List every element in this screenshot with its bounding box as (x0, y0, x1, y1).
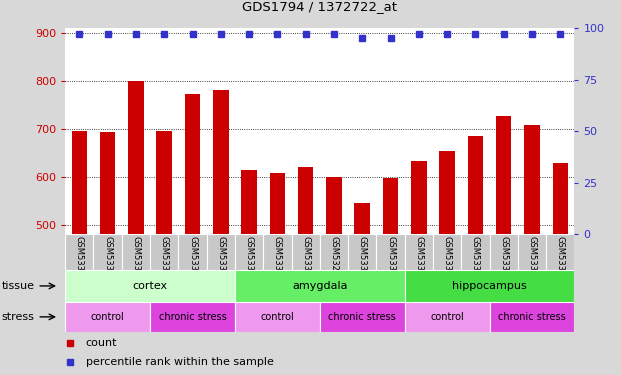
Bar (242, 170, 257, 375)
Bar (496, 116, 512, 375)
Bar (213, 90, 229, 375)
Text: hippocampus: hippocampus (452, 281, 527, 291)
Bar (156, 131, 172, 375)
Bar (355, 203, 370, 375)
Bar (270, 173, 285, 375)
Bar (178, 234, 207, 270)
Text: GSM53306: GSM53306 (273, 236, 282, 282)
Text: control: control (260, 312, 294, 322)
Text: GDS1794 / 1372722_at: GDS1794 / 1372722_at (242, 0, 397, 13)
Text: GSM53300: GSM53300 (358, 236, 367, 282)
Bar (433, 234, 461, 270)
Bar (291, 234, 320, 270)
Bar (489, 302, 574, 332)
Text: GSM53308: GSM53308 (414, 236, 424, 282)
Bar (71, 131, 87, 375)
Bar (320, 234, 348, 270)
Text: tissue: tissue (2, 281, 35, 291)
Text: cortex: cortex (132, 281, 168, 291)
Text: GSM53307: GSM53307 (301, 236, 310, 282)
Text: chronic stress: chronic stress (498, 312, 566, 322)
Text: control: control (91, 312, 125, 322)
Bar (235, 234, 263, 270)
Bar (207, 234, 235, 270)
Bar (235, 302, 320, 332)
Text: GSM53309: GSM53309 (443, 236, 451, 282)
Text: GSM53303: GSM53303 (527, 236, 537, 282)
Bar (405, 234, 433, 270)
Text: count: count (86, 338, 117, 348)
Bar (184, 94, 201, 375)
Bar (376, 234, 405, 270)
Bar (518, 234, 546, 270)
Text: amygdala: amygdala (292, 281, 348, 291)
Text: GSM53316: GSM53316 (132, 236, 140, 282)
Text: GSM53312: GSM53312 (188, 236, 197, 282)
Bar (489, 234, 518, 270)
Bar (235, 270, 405, 302)
Bar (524, 125, 540, 375)
Bar (150, 234, 178, 270)
Bar (439, 152, 455, 375)
Text: GSM53315: GSM53315 (103, 236, 112, 282)
Text: GSM53302: GSM53302 (499, 236, 508, 282)
Text: chronic stress: chronic stress (158, 312, 227, 322)
Bar (326, 177, 342, 375)
Bar (553, 164, 568, 375)
Bar (150, 302, 235, 332)
Bar (405, 302, 489, 332)
Text: GSM53304: GSM53304 (556, 236, 564, 282)
Bar (65, 302, 150, 332)
Text: GSM53310: GSM53310 (471, 236, 480, 282)
Text: GSM53299: GSM53299 (330, 236, 338, 282)
Text: GSM53314: GSM53314 (75, 236, 84, 282)
Text: stress: stress (2, 312, 35, 322)
Text: chronic stress: chronic stress (329, 312, 396, 322)
Bar (411, 161, 427, 375)
Bar (65, 234, 94, 270)
Bar (128, 81, 143, 375)
Bar (405, 270, 574, 302)
Text: GSM53313: GSM53313 (216, 236, 225, 282)
Bar (383, 178, 398, 375)
Text: control: control (430, 312, 464, 322)
Bar (122, 234, 150, 270)
Bar (320, 302, 405, 332)
Text: GSM53301: GSM53301 (386, 236, 395, 282)
Bar (348, 234, 376, 270)
Text: GSM53305: GSM53305 (245, 236, 253, 282)
Text: GSM53311: GSM53311 (160, 236, 169, 282)
Bar (298, 167, 314, 375)
Bar (263, 234, 291, 270)
Bar (468, 136, 483, 375)
Bar (546, 234, 574, 270)
Text: percentile rank within the sample: percentile rank within the sample (86, 357, 273, 367)
Bar (461, 234, 489, 270)
Bar (65, 270, 235, 302)
Bar (100, 132, 116, 375)
Bar (94, 234, 122, 270)
